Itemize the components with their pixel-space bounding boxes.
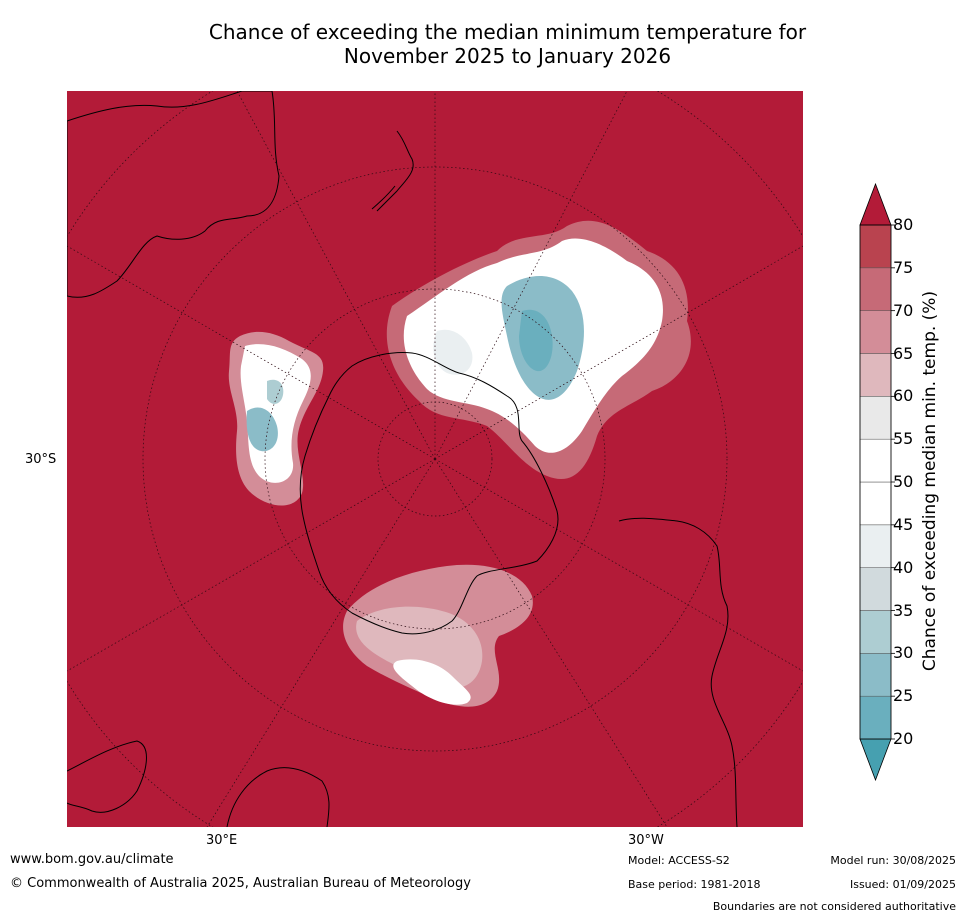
copyright-text: © Commonwealth of Australia 2025, Austra… xyxy=(10,876,471,891)
colorbar-tick-label: 55 xyxy=(893,429,914,449)
colorbar-arrow-high xyxy=(859,182,892,226)
colorbar xyxy=(859,182,895,782)
chart-title-line1: Chance of exceeding the median minimum t… xyxy=(208,20,807,44)
colorbar-tick-label: 45 xyxy=(893,514,914,534)
colorbar-arrow-low xyxy=(859,738,892,782)
colorbar-tick-label: 25 xyxy=(893,686,914,706)
colorbar-tick-label: 80 xyxy=(893,215,914,234)
polar-map xyxy=(67,91,803,827)
latitude-label: 30°S xyxy=(25,452,57,467)
probability-patch-atlantic xyxy=(343,564,533,707)
colorbar-band xyxy=(859,567,892,611)
website-link[interactable]: www.bom.gov.au/climate xyxy=(10,852,174,867)
colorbar-band xyxy=(859,224,892,269)
africa-coastline xyxy=(67,740,330,827)
colorbar-tick-label: 20 xyxy=(893,729,914,748)
colorbar-band xyxy=(859,438,892,483)
chart-title-line2: November 2025 to January 2026 xyxy=(343,44,672,68)
colorbar-title: Chance of exceeding median min. temp. (%… xyxy=(920,290,940,672)
colorbar-tick-label: 40 xyxy=(893,557,914,577)
colorbar-band xyxy=(859,481,892,526)
map-svg xyxy=(67,91,803,827)
colorbar-tick-label: 50 xyxy=(893,472,914,491)
colorbar-band xyxy=(859,610,892,654)
model-info: Model: ACCESS-S2 xyxy=(628,854,730,867)
colorbar-ticks xyxy=(891,224,895,740)
antarctica-coastline xyxy=(299,352,559,635)
australia-coastline xyxy=(67,91,280,298)
probability-patch-pacific xyxy=(386,220,691,480)
new-zealand-coastline xyxy=(371,130,414,212)
colorbar-band xyxy=(859,396,892,440)
colorbar-tick-label: 65 xyxy=(893,343,914,363)
colorbar-band xyxy=(859,267,892,311)
colorbar-band xyxy=(859,353,892,397)
colorbar-tick-label: 75 xyxy=(893,257,914,277)
south-america-coastline xyxy=(618,517,738,827)
colorbar-tick-label: 70 xyxy=(893,300,914,320)
colorbar-band xyxy=(859,524,892,568)
colorbar-band xyxy=(859,695,892,740)
graticule xyxy=(67,91,803,827)
boundaries-disclaimer: Boundaries are not considered authoritat… xyxy=(712,900,956,913)
colorbar-band xyxy=(859,310,892,354)
longitude-label-east: 30°E xyxy=(206,833,238,848)
probability-patch-indian-ocean xyxy=(228,331,324,506)
issued-info: Issued: 01/09/2025 xyxy=(849,878,956,891)
colorbar-segments xyxy=(859,182,892,782)
model-run-info: Model run: 30/08/2025 xyxy=(830,854,956,867)
base-period-info: Base period: 1981-2018 xyxy=(628,878,761,891)
chart-title: Chance of exceeding the median minimum t… xyxy=(0,20,965,68)
colorbar-tick-label: 30 xyxy=(893,643,914,663)
colorbar-band xyxy=(859,653,892,697)
longitude-label-west: 30°W xyxy=(628,833,664,848)
colorbar-tick-label: 60 xyxy=(893,386,914,406)
colorbar-tick-label: 35 xyxy=(893,600,914,620)
